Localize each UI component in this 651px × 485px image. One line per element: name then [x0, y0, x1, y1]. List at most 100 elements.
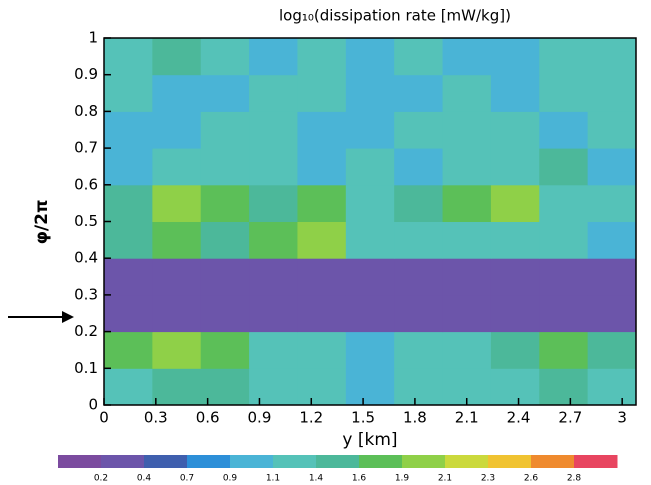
heatmap-cell [152, 221, 202, 259]
y-tick-label: 0.6 [74, 175, 98, 193]
x-tick-label: 1.2 [299, 409, 323, 427]
heatmap-cell [249, 368, 298, 406]
heatmap-cell [200, 294, 250, 333]
colorbar-label: 1.6 [352, 474, 367, 484]
x-tick-label: 0.3 [144, 409, 168, 427]
heatmap-cell [442, 38, 492, 76]
heatmap-cell [442, 184, 492, 222]
heatmap-cell [539, 38, 589, 76]
x-tick-label: 2.7 [558, 409, 582, 427]
heatmap-cell [152, 38, 202, 76]
heatmap-cell [345, 148, 395, 186]
heatmap-cell [345, 38, 395, 76]
heatmap-cell [490, 221, 540, 259]
colorbar-label: 0.9 [223, 474, 238, 484]
heatmap-cell [345, 368, 395, 406]
heatmap-cell [345, 111, 395, 149]
colorbar-swatch [488, 455, 532, 468]
x-axis-label: y [km] [342, 430, 397, 450]
heatmap-cell [104, 184, 153, 222]
heatmap-cell [152, 294, 202, 333]
heatmap-cell [587, 111, 637, 149]
y-tick-label: 0 [88, 396, 98, 414]
heatmap-cell [490, 331, 540, 369]
heatmap-cell [587, 221, 637, 259]
heatmap-cell [490, 38, 540, 76]
colorbar-swatch [144, 455, 188, 468]
colorbar-label: 2.6 [524, 474, 539, 484]
colorbar-swatch [445, 455, 489, 468]
heatmap-cell [490, 368, 540, 406]
colorbar-label: 1.4 [309, 474, 324, 484]
x-tick-label: 3 [617, 409, 627, 427]
heatmap-cell [200, 221, 250, 259]
heatmap-cell [394, 258, 444, 296]
heatmap-cell [249, 258, 298, 296]
colorbar-label: 1.1 [266, 474, 280, 484]
heatmap-cell [104, 368, 153, 406]
y-tick-label: 1 [88, 29, 98, 47]
heatmap-cell [200, 258, 250, 296]
colorbar-label: 2.3 [481, 474, 495, 484]
colorbar-swatch [230, 455, 274, 468]
heatmap-cell [152, 258, 202, 296]
heatmap-cell [200, 38, 250, 76]
heatmap-cell [587, 331, 637, 369]
colorbar-label: 0.7 [180, 474, 194, 484]
heatmap-cell [152, 368, 202, 406]
heatmap-cell [539, 294, 589, 333]
heatmap-cell [442, 74, 492, 112]
heatmap-cell [394, 148, 444, 186]
heatmap-cell [442, 111, 492, 149]
colorbar-label: 1.9 [395, 474, 410, 484]
colorbar-label: 0.2 [94, 474, 108, 484]
colorbar-swatch [316, 455, 360, 468]
heatmap-cell [442, 294, 492, 333]
heatmap-cell [394, 38, 444, 76]
heatmap-cell [200, 74, 250, 112]
heatmap-cell [539, 111, 589, 149]
heatmap-cell [539, 221, 589, 259]
heatmap-cell [345, 221, 395, 259]
heatmap-cell [539, 331, 589, 369]
heatmap-cell [539, 258, 589, 296]
heatmap-cell [539, 184, 589, 222]
heatmap-cell [297, 184, 347, 222]
heatmap-cell [249, 148, 298, 186]
heatmap-cell [490, 184, 540, 222]
heatmap-cell [587, 368, 637, 406]
arrow-head [62, 311, 74, 323]
heatmap-cell [394, 331, 444, 369]
y-tick-label: 0.9 [74, 65, 98, 83]
heatmap-cell [442, 221, 492, 259]
x-tick-label: 1.5 [351, 409, 375, 427]
colorbar-swatch [58, 455, 102, 468]
heatmap-cell [394, 111, 444, 149]
heatmap-cell [442, 331, 492, 369]
heatmap-cell [539, 148, 589, 186]
heatmap-cell [297, 221, 347, 259]
colorbar-swatch [402, 455, 446, 468]
heatmap-cell [442, 258, 492, 296]
heatmap-cell [297, 111, 347, 149]
heatmap-cell [539, 74, 589, 112]
heatmap-cell [200, 331, 250, 369]
x-tick-label: 0 [99, 409, 109, 427]
heatmap-cell [249, 184, 298, 222]
heatmap-cell [539, 368, 589, 406]
heatmap-cell [345, 294, 395, 333]
heatmap-cell [490, 111, 540, 149]
x-tick-label: 2.1 [455, 409, 479, 427]
heatmap-cell [152, 111, 202, 149]
y-tick-label: 0.3 [74, 285, 98, 303]
heatmap-cell [394, 368, 444, 406]
colorbar-swatch [101, 455, 145, 468]
heatmap-cell [297, 38, 347, 76]
heatmap-cell [394, 184, 444, 222]
y-tick-label: 0.4 [74, 249, 98, 267]
heatmap-cell [490, 258, 540, 296]
heatmap-cell [394, 294, 444, 333]
heatmap-cell [104, 148, 153, 186]
colorbar-swatch [531, 455, 575, 468]
heatmap-cell [249, 38, 298, 76]
